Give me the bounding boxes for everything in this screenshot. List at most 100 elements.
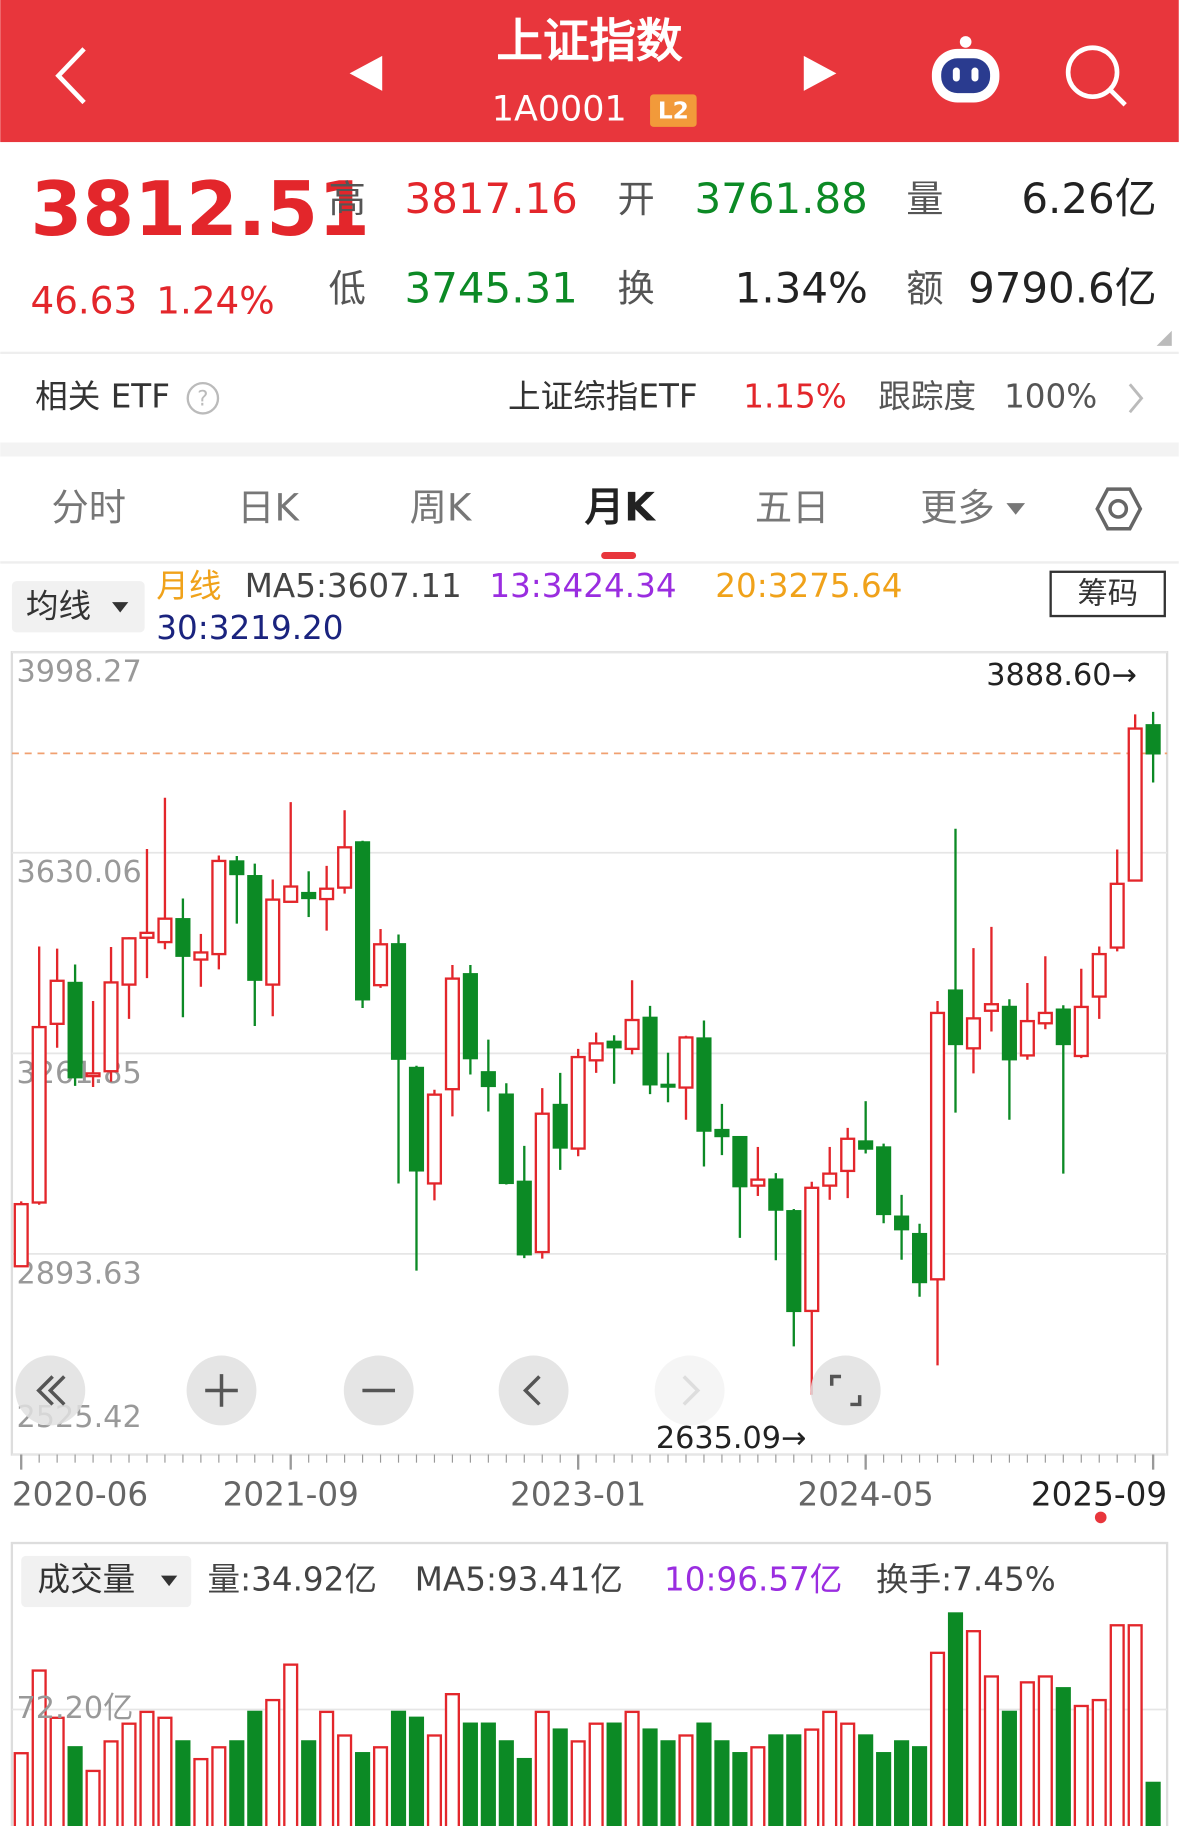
volume-bar [426, 1734, 443, 1826]
candle-body [67, 981, 83, 1079]
candle-body [121, 937, 137, 986]
volume-bar [372, 1746, 389, 1826]
volume-bar [983, 1675, 1000, 1826]
volume-bar [606, 1722, 622, 1826]
volume-bar [534, 1710, 550, 1826]
ma-selector-label[interactable]: 均线 [26, 587, 91, 625]
label-volume: 量 [906, 177, 943, 221]
icon [205, 1374, 238, 1407]
etf-name[interactable]: 上证综指ETF [508, 377, 698, 415]
candle-body [139, 931, 155, 939]
chip-label[interactable]: 筹码 [1077, 577, 1138, 612]
candle-body [660, 1083, 676, 1088]
candle-body [965, 1017, 982, 1050]
volume-bar [588, 1722, 604, 1826]
candle-body [103, 981, 119, 1073]
volume-bar [1019, 1681, 1035, 1826]
high: 3817.16 [405, 174, 578, 223]
candle-body [588, 1042, 604, 1062]
y-tick-label: 72.20亿 [17, 1691, 134, 1726]
volume-bar [121, 1722, 137, 1826]
period: 月线 [156, 567, 221, 605]
candle-body [31, 1025, 47, 1204]
candle-body [1109, 882, 1125, 949]
volume-bar [642, 1728, 658, 1826]
control-button[interactable] [498, 1355, 569, 1426]
control-button[interactable] [15, 1355, 86, 1426]
candle-body [175, 918, 191, 957]
next-button[interactable] [803, 55, 837, 91]
candle-body [1055, 1008, 1071, 1046]
volume-bar [570, 1740, 586, 1826]
band [0, 442, 1179, 457]
current-dot [1094, 1511, 1107, 1524]
volume-bar [678, 1734, 694, 1826]
change: 46.63 [31, 278, 138, 322]
volume-bar [965, 1630, 982, 1826]
candle-body [85, 1072, 101, 1078]
candle-body [498, 1093, 514, 1185]
search-icon[interactable] [1065, 45, 1127, 107]
volume-bar [822, 1710, 838, 1826]
candle-body [642, 1016, 658, 1086]
volume-bar [750, 1746, 766, 1826]
volume-dropdown [160, 1575, 178, 1587]
candle-body [714, 1128, 730, 1138]
volume-bar [139, 1710, 155, 1826]
candle-body [211, 859, 227, 956]
candle-body [390, 943, 407, 1060]
label-high: 高 [329, 177, 366, 221]
corner-mark [1156, 330, 1172, 346]
candle-body [265, 898, 281, 986]
tab[interactable]: 更多 [920, 486, 995, 530]
chip-button[interactable] [1049, 570, 1166, 618]
volume-selector-label[interactable]: 成交量 [38, 1560, 136, 1598]
ma-selector[interactable] [11, 581, 145, 633]
assistant-icon[interactable] [931, 36, 1000, 103]
candle-body [732, 1135, 748, 1188]
candle-body [570, 1055, 586, 1150]
tab[interactable]: 五日 [755, 486, 830, 530]
control-button[interactable] [343, 1355, 414, 1426]
settings-icon[interactable] [1095, 487, 1143, 531]
y-tick-label: 2893.63 [17, 1256, 142, 1291]
help-icon[interactable]: ? [186, 381, 220, 415]
candle-body [193, 951, 209, 961]
control-button[interactable] [186, 1355, 257, 1426]
etf-label: 相关 ETF [35, 377, 170, 415]
candle-body [786, 1210, 802, 1313]
tab-active[interactable]: 月K [585, 485, 657, 531]
icon [36, 1375, 66, 1406]
candle-body [229, 860, 245, 876]
prev-button[interactable] [349, 55, 383, 91]
etf-chevron[interactable] [1128, 383, 1144, 414]
volume-value: 量:34.92亿 [208, 1560, 377, 1598]
volume-bar [911, 1746, 928, 1826]
control-button[interactable] [654, 1355, 725, 1426]
label-turnover: 换 [617, 267, 654, 311]
back-button[interactable] [55, 47, 86, 105]
volume-bar [804, 1728, 820, 1826]
tab[interactable]: 日K [237, 486, 300, 530]
ma30: 30:3219.20 [156, 609, 343, 647]
tab[interactable]: 周K [410, 486, 473, 530]
y-tick-label: 3998.27 [17, 655, 142, 690]
ma20: 20:3275.64 [715, 567, 902, 605]
control-button[interactable] [810, 1355, 881, 1426]
volume-bar [1127, 1624, 1143, 1826]
volume-bar [462, 1722, 478, 1826]
volume-bar [193, 1757, 209, 1826]
icon [829, 1374, 862, 1407]
x-tick-label: 2023-01 [510, 1475, 646, 1513]
control-circle [810, 1355, 881, 1426]
volume-bar [786, 1734, 802, 1826]
volume-bar [390, 1710, 407, 1826]
tab[interactable]: 分时 [51, 486, 126, 530]
candle-body [337, 846, 353, 889]
volume-selector[interactable] [21, 1555, 192, 1608]
volume-bar [1037, 1675, 1053, 1826]
volume-bar [103, 1740, 119, 1826]
change-pct: 1.24% [156, 278, 274, 322]
volume-bar [408, 1716, 425, 1826]
